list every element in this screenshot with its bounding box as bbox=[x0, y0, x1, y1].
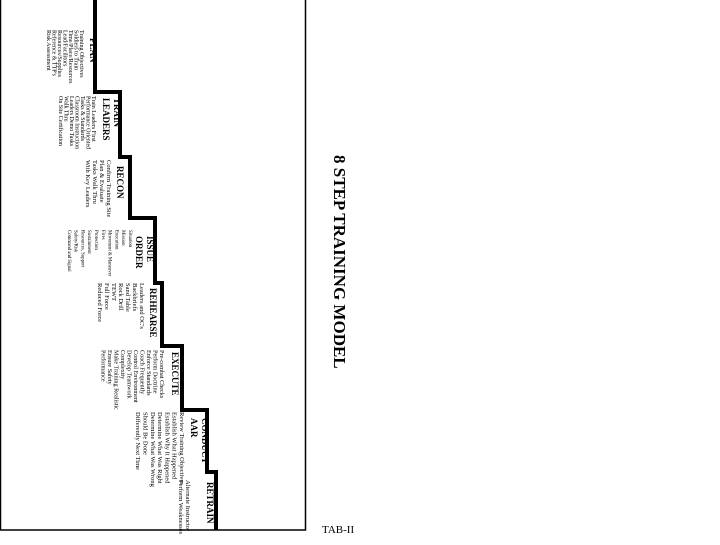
column-item: Mission bbox=[120, 230, 125, 246]
column-header: REHEARSE bbox=[148, 288, 158, 338]
column-item: Leaders Demo Tasks bbox=[68, 96, 74, 147]
column-item: Backbriefs bbox=[131, 283, 138, 312]
column-item: Train Leaders First bbox=[90, 96, 96, 142]
column-item: Should Be Done bbox=[142, 412, 149, 455]
column-item: Time/Place/Resources bbox=[67, 30, 73, 84]
column-item: Determine What Was Right bbox=[156, 412, 163, 484]
column-item: Leaders and OC's bbox=[138, 283, 145, 329]
column-item: Reference & TTP's bbox=[51, 30, 58, 77]
column-item: Performance Oriented bbox=[85, 96, 92, 149]
frame bbox=[0, 0, 307, 531]
column-item: Soldiers to Train bbox=[73, 30, 79, 70]
column-item: Establish What Happened bbox=[171, 412, 178, 480]
column-header: AAR bbox=[189, 418, 199, 438]
column-header: TRAIN bbox=[112, 98, 122, 128]
column-item: Performance bbox=[100, 350, 107, 382]
column-item: Complexity bbox=[119, 350, 126, 380]
footer: TAB-II bbox=[322, 524, 354, 536]
column-header: ORDER bbox=[134, 236, 144, 269]
column-item: Establish Why It Happened bbox=[163, 412, 170, 484]
column-item: Lead/Facilitors bbox=[62, 30, 68, 67]
column-item: TEWT bbox=[110, 283, 117, 301]
column-item: Safety/Risk bbox=[73, 230, 78, 253]
column-header: ISSUE bbox=[145, 236, 155, 262]
column-item: Ensure Safety bbox=[106, 350, 113, 385]
column-item: Perform Weaknesses bbox=[177, 480, 184, 535]
column-item: On Site Certification bbox=[57, 96, 64, 146]
column-header: RECON bbox=[115, 166, 125, 199]
column-item: Walk Thru bbox=[63, 96, 69, 122]
column-header: LEADERS bbox=[101, 98, 111, 141]
column-item: Review Training Objectives bbox=[178, 412, 185, 485]
column-item: Sustainment bbox=[86, 230, 91, 254]
column-item: Determine What Was Wrong bbox=[149, 412, 156, 488]
column-item: Protection bbox=[93, 230, 98, 250]
column-item: Reduced Force bbox=[96, 283, 103, 322]
column-item: Make Training Realistic bbox=[113, 350, 120, 410]
column-item: Movement & Maneuver bbox=[107, 230, 112, 277]
column-header: RETRAIN bbox=[205, 482, 215, 524]
column-item: Full Force bbox=[103, 283, 110, 310]
column-item: Plan & Evaluate bbox=[98, 160, 105, 203]
column-item: Training Objectives bbox=[78, 30, 84, 78]
column-item: Resources/Supplies bbox=[56, 30, 62, 78]
column-item: Sand Table bbox=[124, 283, 131, 312]
column-item: Resources, Support bbox=[79, 230, 84, 268]
title: 8 STEP TRAINING MODEL bbox=[330, 155, 349, 369]
column-item: Confirm Training Site bbox=[105, 160, 112, 218]
column-item: With Key Leaders bbox=[84, 160, 91, 208]
column-header: PLAN bbox=[88, 38, 98, 63]
column-item: Rock Drill bbox=[117, 283, 124, 311]
column-item: Coach Frequently bbox=[139, 350, 146, 395]
column-item: Situation bbox=[127, 230, 132, 248]
column-item: Tasks Walk Thru bbox=[91, 160, 98, 205]
column-item: Enforce Standards bbox=[145, 350, 152, 396]
column-header: CONDUCT bbox=[200, 418, 210, 464]
column-item: Pre-combat Checks bbox=[158, 350, 165, 399]
column-item: Perform Doctrine bbox=[152, 350, 159, 394]
column-item: Differently Next Time bbox=[134, 412, 141, 470]
column-item: Execution bbox=[113, 230, 118, 250]
column-item: Command and Signal bbox=[66, 230, 71, 272]
column-item: Risk Assessment bbox=[45, 30, 51, 71]
column-item: Control Environment bbox=[132, 350, 139, 403]
column-item: Develop Teamwork bbox=[126, 350, 133, 400]
staircase bbox=[93, 0, 218, 530]
column-item: Alternate Instructor bbox=[184, 480, 191, 532]
column-header: EXECUTE bbox=[170, 352, 180, 396]
column-item: Tasks & Standards bbox=[79, 96, 85, 142]
column-item: Fires bbox=[100, 230, 105, 240]
column-item: Classroom Instruction bbox=[74, 96, 80, 149]
